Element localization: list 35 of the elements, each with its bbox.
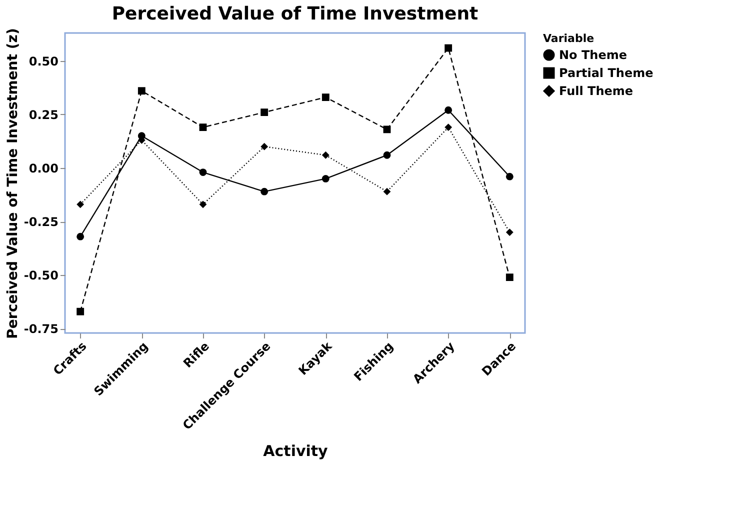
point	[76, 232, 84, 240]
point	[260, 142, 268, 150]
y-axis-title: Perceived Value of Time Investment (z)	[4, 28, 21, 339]
y-tick-label: -0.25	[24, 215, 58, 230]
point	[260, 108, 268, 116]
legend-label: Partial Theme	[559, 66, 654, 80]
point	[260, 188, 268, 196]
point	[444, 124, 452, 131]
point	[199, 168, 207, 176]
point	[76, 200, 84, 208]
point	[506, 228, 514, 236]
y-tick-label: -0.50	[24, 268, 58, 283]
point	[444, 44, 452, 52]
point	[444, 106, 452, 114]
legend-title: Variable	[543, 32, 594, 45]
point	[322, 94, 330, 101]
legend-label: No Theme	[559, 48, 627, 62]
point	[199, 124, 207, 131]
point	[322, 175, 330, 182]
y-tick-label: 0.25	[28, 108, 58, 122]
x-axis-title: Activity	[263, 442, 328, 460]
y-tick-label: 0.00	[28, 162, 58, 176]
point	[199, 200, 207, 208]
point	[383, 188, 391, 196]
legend-label: Full Theme	[559, 84, 634, 98]
point	[138, 87, 146, 95]
y-tick-label: 0.50	[28, 54, 58, 68]
point	[322, 151, 330, 159]
point	[383, 126, 391, 134]
point	[76, 308, 84, 316]
y-tick-label: -0.75	[24, 322, 58, 336]
point	[506, 274, 514, 281]
point	[383, 151, 391, 159]
point	[506, 172, 514, 180]
chart-title: Perceived Value of Time Investment	[112, 4, 479, 25]
